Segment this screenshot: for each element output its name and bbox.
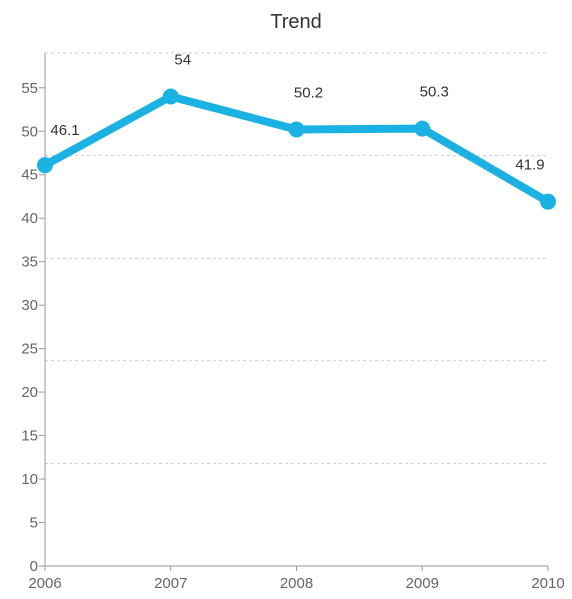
- data-point: [540, 193, 556, 210]
- y-tick-label: 15: [21, 428, 38, 445]
- x-axis-ticks: 2006 2007 2008 2009 2010: [28, 566, 565, 592]
- y-tick-label: 30: [21, 297, 38, 314]
- data-point: [37, 157, 53, 174]
- y-tick-label: 0: [30, 558, 38, 575]
- data-label: 50.2: [294, 85, 323, 102]
- data-label: 41.9: [515, 157, 544, 174]
- data-label: 54: [174, 51, 191, 68]
- data-label: 46.1: [50, 122, 79, 139]
- data-label: 50.3: [420, 84, 449, 101]
- y-tick-label: 35: [21, 254, 38, 271]
- y-tick-label: 45: [21, 167, 38, 184]
- data-point: [162, 88, 179, 105]
- series-line: [41, 92, 552, 206]
- y-tick-label: 25: [21, 341, 38, 358]
- x-tick-label: 2009: [406, 575, 439, 592]
- y-tick-label: 5: [30, 515, 38, 532]
- y-axis-ticks: 0 5 10 15 20 25 30 35 40 45 50 55: [21, 80, 45, 575]
- y-tick-label: 55: [21, 80, 38, 97]
- y-tick-label: 20: [21, 384, 38, 401]
- data-labels: 46.1 54 50.2 50.3 41.9: [50, 51, 544, 173]
- x-tick-label: 2008: [280, 575, 313, 592]
- data-point: [414, 120, 431, 137]
- chart-title: Trend: [270, 11, 322, 33]
- y-tick-label: 10: [21, 471, 38, 488]
- grid-layer: [45, 52, 548, 464]
- y-tick-label: 50: [21, 123, 38, 140]
- x-tick-label: 2007: [154, 575, 187, 592]
- series-layer: [37, 88, 556, 210]
- x-tick-label: 2006: [28, 575, 61, 592]
- data-point: [288, 121, 305, 138]
- y-tick-label: 40: [21, 210, 38, 227]
- x-tick-label: 2010: [531, 575, 564, 592]
